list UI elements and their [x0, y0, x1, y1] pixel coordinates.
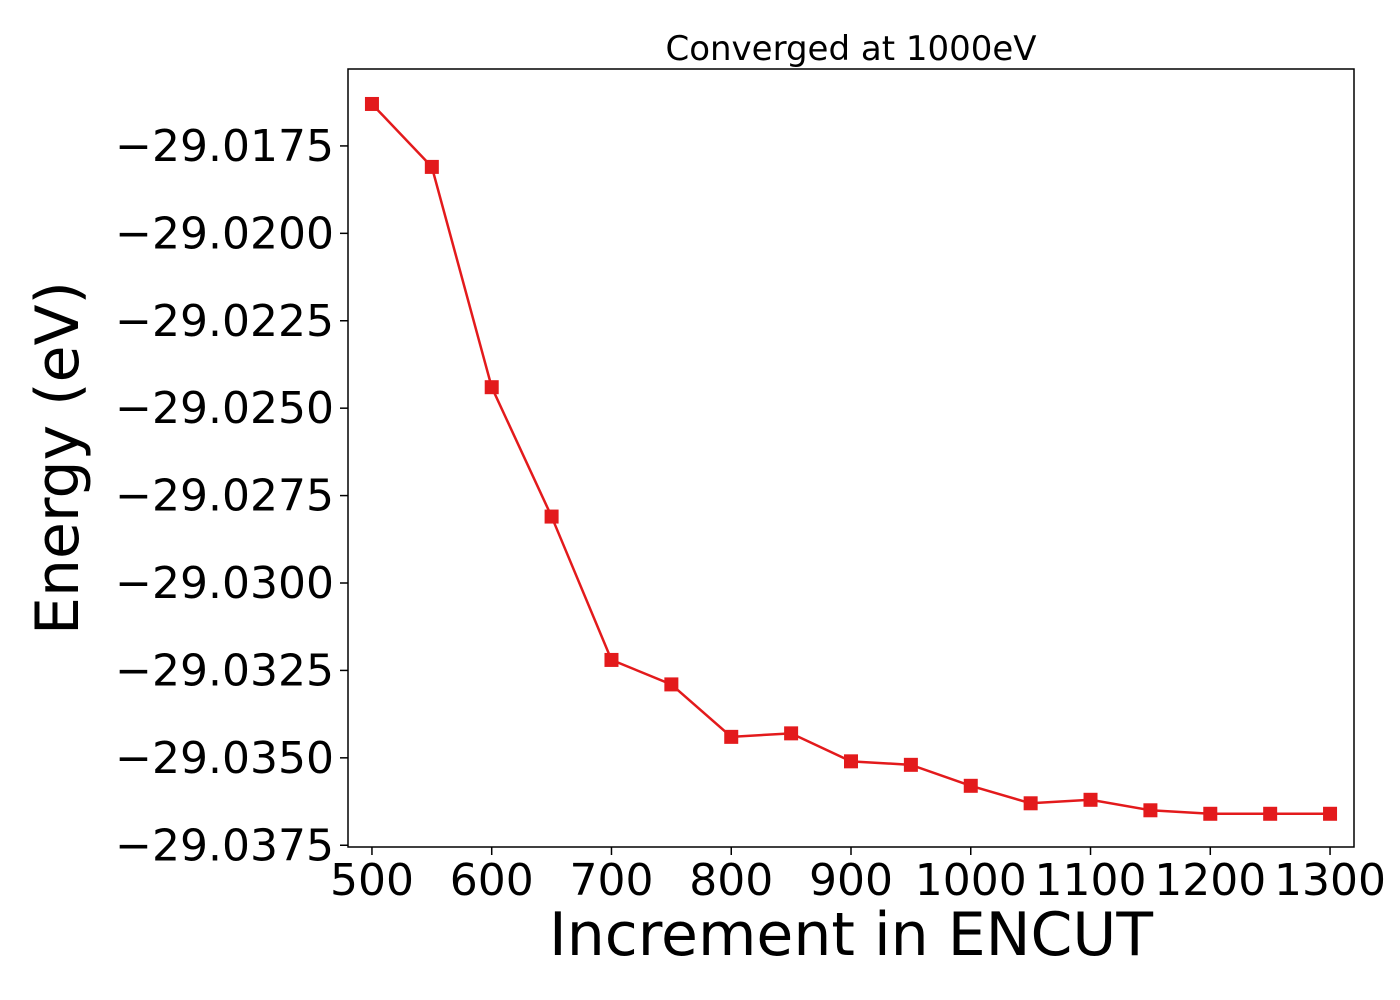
data-point-marker: [1263, 806, 1278, 821]
x-tick-label: 900: [809, 855, 893, 906]
x-tick-label: 1200: [1154, 855, 1266, 906]
data-point-marker: [844, 754, 858, 769]
x-tick-label: 800: [689, 855, 773, 906]
data-point-marker: [364, 96, 379, 111]
data-point-marker: [664, 677, 679, 692]
x-tick-label: 1000: [915, 855, 1027, 906]
y-tick-label: −29.0325: [115, 645, 334, 696]
data-point-marker: [424, 159, 439, 174]
data-point-marker: [1143, 803, 1158, 818]
y-tick-label: −29.0275: [115, 471, 334, 522]
x-tick-label: 700: [569, 855, 653, 906]
y-tick-label: −29.0375: [115, 820, 334, 871]
y-tick-label: −29.0300: [115, 558, 334, 609]
y-axis-label: Energy (eV): [23, 281, 93, 635]
x-tick-label: 1100: [1035, 855, 1147, 906]
y-tick-label: −29.0250: [115, 383, 334, 434]
x-axis: 500 600 700 800 900 1000 1100 1200 1300: [330, 847, 1386, 906]
y-tick-label: −29.0350: [115, 733, 334, 784]
data-point-marker: [963, 778, 978, 793]
y-tick-label: −29.0200: [115, 208, 334, 259]
data-point-marker: [1203, 806, 1218, 821]
data-point-marker: [484, 380, 499, 395]
x-tick-label: 1300: [1274, 855, 1386, 906]
x-axis-label: Increment in ENCUT: [549, 900, 1153, 970]
data-point-marker: [903, 757, 918, 772]
series-layer: [364, 96, 1338, 821]
x-tick-label: 500: [330, 855, 414, 906]
y-axis: −29.0175 −29.0200 −29.0225 −29.0250 −29.0275…: [115, 121, 348, 871]
plot-frame: [347, 68, 1355, 848]
x-tick-label: 600: [450, 855, 534, 906]
data-point-marker: [1323, 806, 1338, 821]
data-point-marker: [724, 729, 739, 744]
y-tick-label: −29.0175: [115, 121, 334, 172]
data-point-marker: [784, 726, 799, 741]
data-point-marker: [1083, 792, 1098, 807]
chart-title: Converged at 1000eV: [665, 29, 1036, 69]
y-tick-label: −29.0225: [115, 296, 334, 347]
data-point-marker: [1023, 796, 1038, 811]
data-point-marker: [604, 652, 619, 667]
series-line: [371, 103, 1331, 816]
data-point-marker: [544, 509, 559, 524]
